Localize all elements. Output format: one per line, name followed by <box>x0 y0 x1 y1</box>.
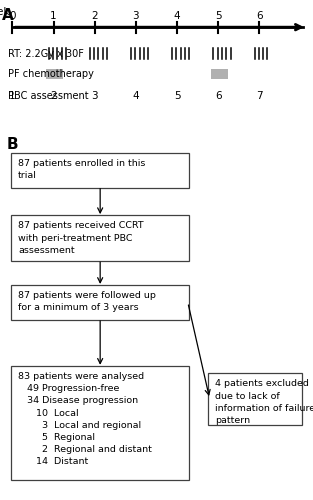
Text: Week: Week <box>0 6 10 16</box>
Text: 87 patients received CCRT
with peri-treatment PBC
assessment: 87 patients received CCRT with peri-trea… <box>18 222 144 254</box>
Text: 87 patients enrolled in this
trial: 87 patients enrolled in this trial <box>18 159 146 180</box>
Text: 4: 4 <box>133 91 139 101</box>
Text: 3: 3 <box>91 91 98 101</box>
Text: 4: 4 <box>174 11 180 21</box>
Text: 1: 1 <box>50 11 57 21</box>
Text: 5: 5 <box>174 91 180 101</box>
Text: B: B <box>6 137 18 152</box>
Text: 5: 5 <box>215 11 222 21</box>
Text: PBC assessment: PBC assessment <box>8 91 89 101</box>
Bar <box>46 70 64 79</box>
FancyBboxPatch shape <box>11 152 189 188</box>
Text: 7: 7 <box>256 91 263 101</box>
Text: RT: 2.2Gy x 30F: RT: 2.2Gy x 30F <box>8 48 84 58</box>
Text: 6: 6 <box>256 11 263 21</box>
FancyBboxPatch shape <box>208 373 302 424</box>
Text: 83 patients were analysed
   49 Progression-free
   34 Disease progression
     : 83 patients were analysed 49 Progression… <box>18 372 152 466</box>
Text: A: A <box>2 8 14 23</box>
Bar <box>211 70 228 79</box>
Text: 0: 0 <box>9 11 16 21</box>
Text: 3: 3 <box>133 11 139 21</box>
Text: 87 patients were followed up
for a minimum of 3 years: 87 patients were followed up for a minim… <box>18 292 156 312</box>
Text: 4 patients excluded
due to lack of
information of failure
pattern: 4 patients excluded due to lack of infor… <box>215 380 313 425</box>
FancyBboxPatch shape <box>11 285 189 320</box>
FancyBboxPatch shape <box>11 215 189 261</box>
Text: PF chemotherapy: PF chemotherapy <box>8 70 94 80</box>
Text: 2: 2 <box>50 91 57 101</box>
Text: 6: 6 <box>215 91 222 101</box>
FancyBboxPatch shape <box>11 366 189 480</box>
Text: 1: 1 <box>9 91 16 101</box>
Text: 2: 2 <box>91 11 98 21</box>
